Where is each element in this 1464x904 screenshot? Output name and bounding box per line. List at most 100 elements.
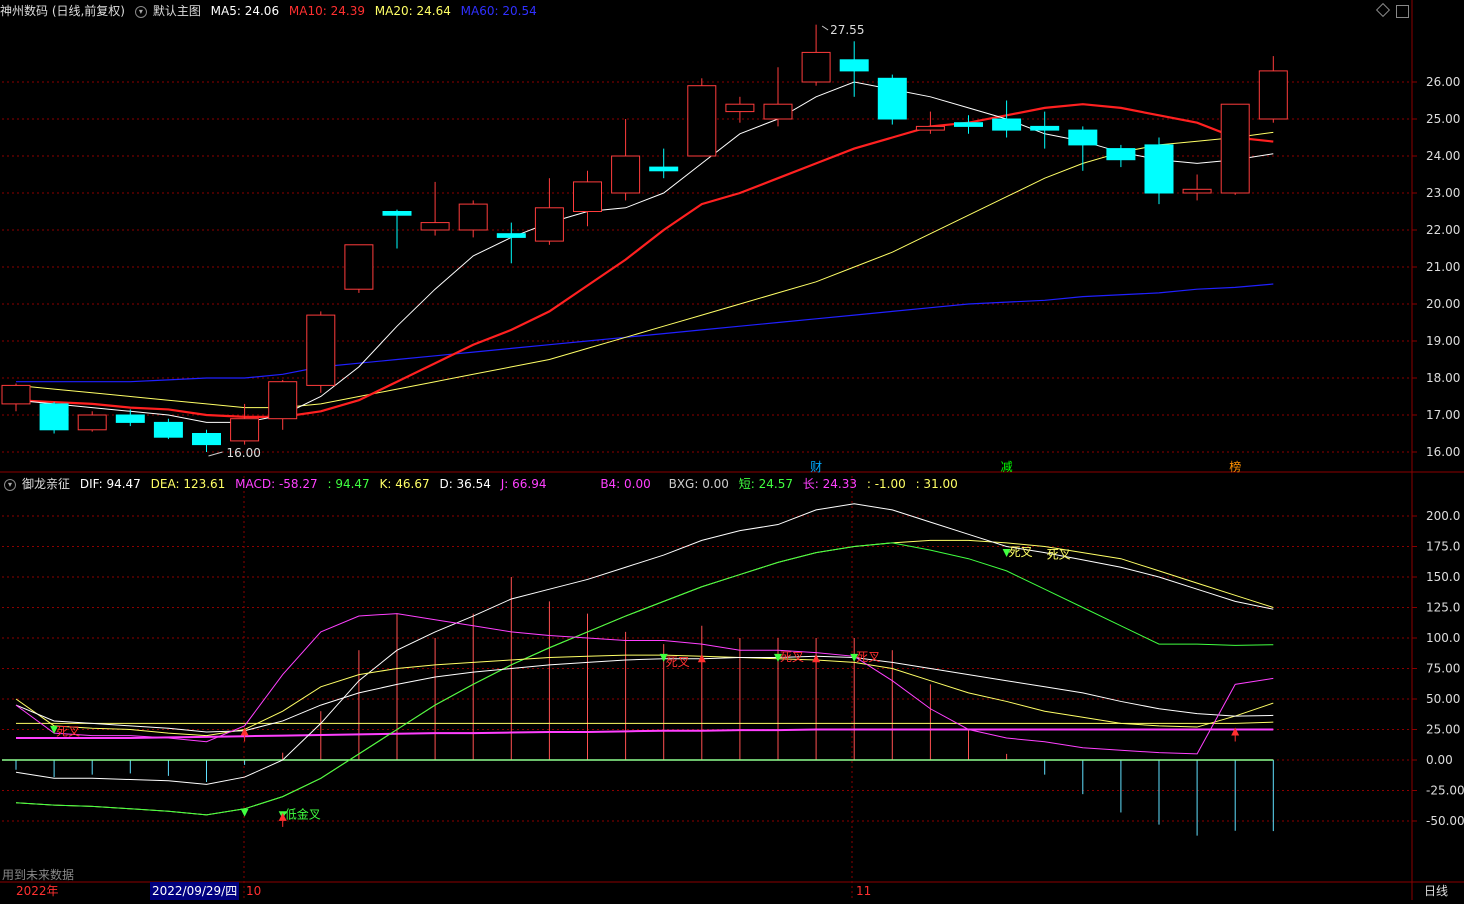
osc-tick-label: 0.00 (1426, 753, 1453, 767)
candle-body[interactable] (306, 314, 336, 386)
down-arrow-icon (774, 653, 782, 662)
ma5-value: MA5: 24.06 (210, 4, 280, 18)
macd-value: MACD: -58.27 (235, 477, 318, 491)
candle-body[interactable] (1258, 70, 1288, 120)
candle-body[interactable] (458, 203, 488, 231)
osc-tick-label: 100.0 (1426, 631, 1460, 645)
cross-label: 死叉 (856, 650, 880, 664)
candle-body[interactable] (649, 166, 679, 172)
ma60-line (16, 283, 1274, 383)
candle-body[interactable] (725, 103, 755, 113)
cross-label: 死叉 (1009, 545, 1033, 559)
candle-body[interactable] (77, 414, 107, 431)
cursor-date: 2022/09/29/四 (150, 882, 240, 900)
candle-body[interactable] (915, 125, 945, 131)
candle-body[interactable] (534, 207, 564, 242)
candle-body[interactable] (763, 103, 793, 120)
month-11-label: 11 (856, 884, 872, 898)
cross-label: 低金叉 (285, 806, 321, 821)
stock-title[interactable]: 神州数码 (日线,前复权) (0, 4, 125, 18)
price-tick-label: 25.00 (1426, 112, 1460, 126)
candle-body[interactable] (420, 222, 450, 231)
event-tag[interactable]: 财 (810, 460, 822, 474)
candle-body[interactable] (954, 122, 983, 127)
candle-body[interactable] (611, 155, 641, 194)
low-price-label: 16.00 (227, 446, 261, 460)
osc-tick-label: -50.00 (1426, 814, 1464, 828)
candle-body[interactable] (1182, 188, 1212, 194)
osc-tick-label: 200.0 (1426, 509, 1460, 523)
candle-body[interactable] (1220, 103, 1250, 194)
high-marker-line (821, 25, 829, 31)
osc-tick-label: 125.0 (1426, 601, 1460, 615)
up-arrow-icon (812, 654, 821, 663)
candle-body[interactable] (1030, 125, 1060, 131)
candle-body[interactable] (1068, 129, 1098, 146)
event-tag[interactable]: 减 (1001, 460, 1013, 474)
candle-body[interactable] (153, 421, 183, 438)
candle-body[interactable] (230, 418, 260, 442)
low-marker-line (208, 451, 223, 457)
price-tick-label: 19.00 (1426, 334, 1460, 348)
k-line (15, 654, 1274, 737)
candle-body[interactable] (877, 77, 907, 120)
up-arrow-icon (697, 654, 706, 663)
indicator-header: ▾ 御龙亲征 DIF: 94.47 DEA: 123.61 MACD: -58.2… (0, 474, 964, 494)
candle-body[interactable] (344, 244, 374, 290)
down-arrow-icon (240, 808, 249, 817)
candle-body[interactable] (1144, 144, 1174, 194)
price-tick-label: 24.00 (1426, 149, 1460, 163)
ma10-value: MA10: 24.39 (288, 4, 365, 18)
dif-value: DIF: 94.47 (79, 477, 141, 491)
candle-body[interactable] (382, 211, 412, 216)
ma20-value: MA20: 24.64 (374, 4, 451, 18)
candle-body[interactable] (192, 433, 221, 446)
candle-body[interactable] (1, 384, 31, 405)
window-toggle-icon[interactable] (1396, 5, 1409, 18)
price-tick-label: 26.00 (1426, 75, 1460, 89)
period-button[interactable]: 日线 (1424, 884, 1449, 898)
template-name[interactable]: 默认主图 (152, 4, 201, 18)
cross-label: 死叉 (780, 650, 804, 664)
osc-tick-label: 75.00 (1426, 662, 1460, 676)
value-3: : 31.00 (915, 477, 958, 491)
dropdown-icon[interactable]: ▾ (4, 478, 16, 491)
long-line (16, 721, 1274, 724)
month-10-label: 10 (246, 884, 262, 898)
b4-value: B4: 0.00 (600, 477, 651, 491)
candle-body[interactable] (39, 403, 69, 431)
candle-body[interactable] (268, 381, 298, 420)
j-value: J: 66.94 (500, 477, 547, 491)
candle-body[interactable] (115, 414, 145, 423)
short-value: 短: 24.57 (738, 477, 793, 491)
price-tick-label: 22.00 (1426, 223, 1460, 237)
ma5-line (15, 81, 1274, 423)
d-value: D: 36.54 (439, 477, 491, 491)
osc-tick-label: -25.00 (1426, 784, 1464, 798)
candle-body[interactable] (496, 233, 526, 238)
down-arrow-icon (50, 725, 59, 734)
price-tick-label: 23.00 (1426, 186, 1460, 200)
dropdown-icon[interactable]: ▾ (134, 5, 147, 18)
future-data-note: 用到未来数据 (2, 868, 75, 882)
j-line (15, 613, 1274, 755)
value-2: : -1.00 (866, 477, 906, 491)
short-line (15, 542, 1274, 816)
candle-body[interactable] (801, 51, 831, 83)
event-tag[interactable]: 榜 (1229, 459, 1241, 474)
candle-body[interactable] (992, 118, 1022, 131)
down-arrow-icon (1002, 548, 1011, 557)
value-1: : 94.47 (327, 477, 370, 491)
long-value: 长: 24.33 (802, 477, 858, 491)
indicator-name[interactable]: 御龙亲征 (22, 477, 71, 491)
down-arrow-icon (659, 653, 668, 662)
candle-body[interactable] (839, 59, 869, 72)
year-label: 2022年 (16, 884, 59, 898)
dif-line (15, 503, 1274, 785)
ma20-line (15, 131, 1274, 409)
candle-body[interactable] (687, 85, 717, 157)
candle-body[interactable] (573, 181, 602, 212)
candle-body[interactable] (1106, 148, 1136, 161)
